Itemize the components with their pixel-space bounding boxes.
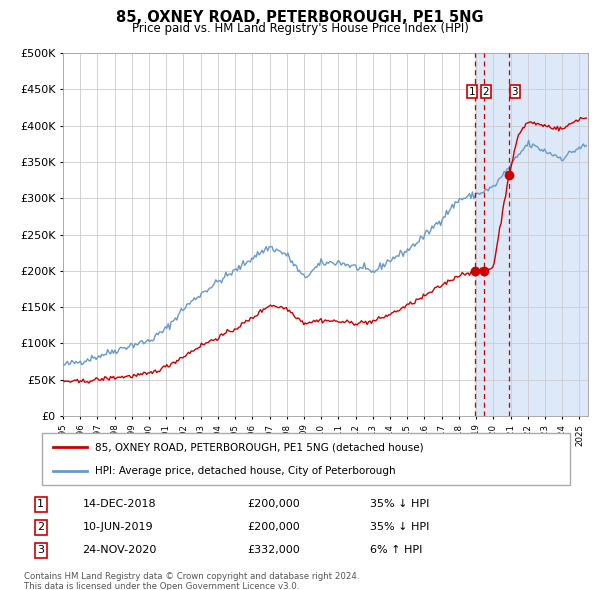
Text: 14-DEC-2018: 14-DEC-2018 [83,499,156,509]
Text: 1: 1 [469,87,475,97]
Text: Contains HM Land Registry data © Crown copyright and database right 2024.: Contains HM Land Registry data © Crown c… [24,572,359,581]
FancyBboxPatch shape [42,433,570,485]
Text: HPI: Average price, detached house, City of Peterborough: HPI: Average price, detached house, City… [95,466,395,476]
Text: 3: 3 [512,87,518,97]
Text: £200,000: £200,000 [247,499,300,509]
Text: 35% ↓ HPI: 35% ↓ HPI [370,523,430,532]
Text: 3: 3 [37,546,44,556]
Text: 24-NOV-2020: 24-NOV-2020 [83,546,157,556]
Text: Price paid vs. HM Land Registry's House Price Index (HPI): Price paid vs. HM Land Registry's House … [131,22,469,35]
Text: This data is licensed under the Open Government Licence v3.0.: This data is licensed under the Open Gov… [24,582,299,590]
Text: 1: 1 [37,499,44,509]
Text: £200,000: £200,000 [247,523,300,532]
Text: 2: 2 [37,523,44,532]
Text: £332,000: £332,000 [247,546,300,556]
Text: 10-JUN-2019: 10-JUN-2019 [83,523,153,532]
Text: 85, OXNEY ROAD, PETERBOROUGH, PE1 5NG (detached house): 85, OXNEY ROAD, PETERBOROUGH, PE1 5NG (d… [95,442,424,452]
Text: 85, OXNEY ROAD, PETERBOROUGH, PE1 5NG: 85, OXNEY ROAD, PETERBOROUGH, PE1 5NG [116,10,484,25]
Text: 6% ↑ HPI: 6% ↑ HPI [370,546,422,556]
Bar [475,53,588,416]
Text: 2: 2 [482,87,489,97]
Text: 35% ↓ HPI: 35% ↓ HPI [370,499,430,509]
